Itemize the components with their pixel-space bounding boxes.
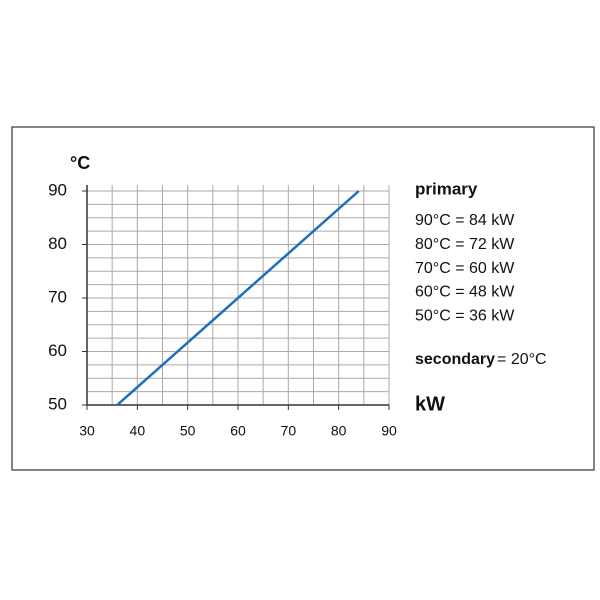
secondary-value: = 20°C <box>497 351 547 368</box>
y-tick-label: 80 <box>48 234 67 253</box>
y-tick-label: 50 <box>48 394 67 413</box>
x-tick-label: 60 <box>230 423 246 439</box>
x-tick-label: 80 <box>331 423 347 439</box>
secondary-label: secondary = 20°C <box>415 351 547 368</box>
legend-line: 80°C = 72 kW <box>415 236 515 253</box>
x-axis-label: kW <box>415 393 445 415</box>
y-tick-label: 90 <box>48 180 67 199</box>
data-line <box>116 190 360 406</box>
legend-line: 50°C = 36 kW <box>415 307 515 324</box>
legend-line: 60°C = 48 kW <box>415 284 515 301</box>
secondary-label-text: secondary <box>415 351 495 368</box>
legend-line: 70°C = 60 kW <box>415 260 515 277</box>
y-tick-label: 60 <box>48 341 67 360</box>
x-tick-label: 30 <box>79 423 95 439</box>
x-tick-label: 70 <box>281 423 297 439</box>
legend-heading: primary <box>415 179 478 198</box>
y-tick-label: 70 <box>48 287 67 306</box>
x-tick-label: 90 <box>381 423 397 439</box>
frame <box>11 126 595 471</box>
x-tick-label: 40 <box>130 423 146 439</box>
y-axis-label: °C <box>70 153 90 173</box>
legend-line: 90°C = 84 kW <box>415 212 515 229</box>
x-tick-label: 50 <box>180 423 196 439</box>
